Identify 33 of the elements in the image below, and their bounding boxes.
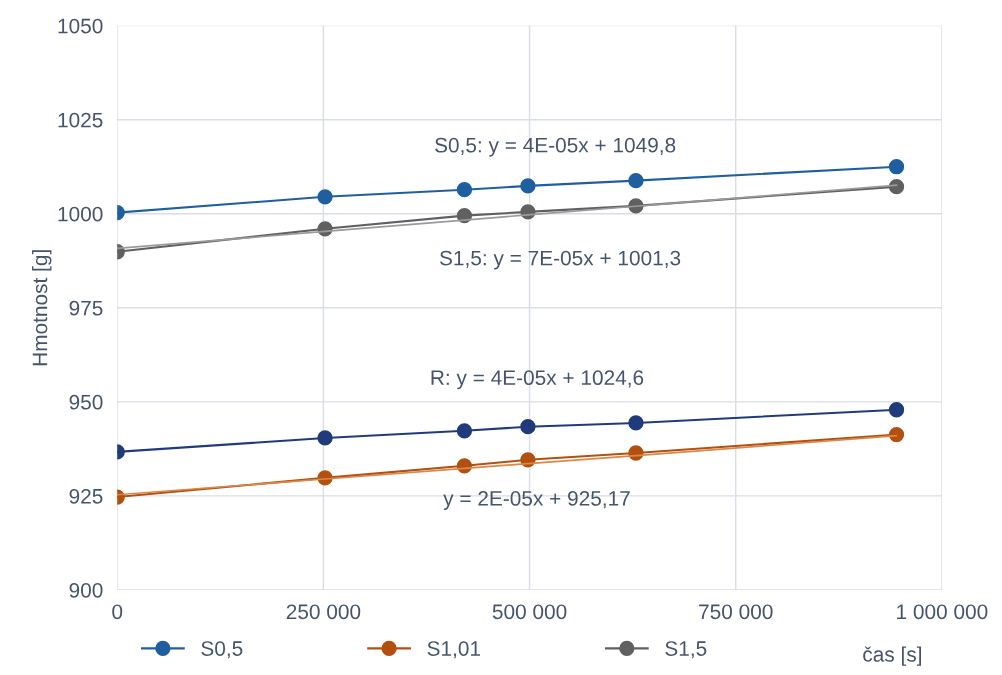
y-tick-label: 1000 xyxy=(58,206,103,222)
annotation: S1,5: y = 7E-05x + 1001,3 xyxy=(439,250,681,270)
y-axis-title: Hmotnost [g] xyxy=(32,250,52,366)
x-tick-label: 0 xyxy=(112,604,123,620)
point xyxy=(520,419,536,435)
point xyxy=(456,423,473,439)
y-tick-label: 1050 xyxy=(58,18,103,34)
point xyxy=(317,189,333,205)
y-tick-label: 975 xyxy=(69,300,103,316)
point xyxy=(456,182,473,198)
y-tick-label: 925 xyxy=(69,488,103,504)
x-tick-label: 1 000 000 xyxy=(897,604,988,620)
annotation: R: y = 4E-05x + 1024,6 xyxy=(431,370,644,390)
point xyxy=(317,430,333,446)
point xyxy=(888,426,905,443)
y-tick-label: 950 xyxy=(69,394,103,410)
y-tick-label: 900 xyxy=(69,582,103,598)
point xyxy=(520,178,536,194)
legend-label: S1,5 xyxy=(665,641,707,659)
annotation: S0,5: y = 4E-05x + 1049,8 xyxy=(435,137,676,157)
point xyxy=(888,402,905,418)
y-tick-label: 1025 xyxy=(58,112,103,128)
legend-label: S0,5 xyxy=(201,641,243,659)
annotation: y = 2E-05x + 925,17 xyxy=(443,491,630,510)
x-axis-title: čas [s] xyxy=(863,646,922,666)
point xyxy=(888,159,905,175)
x-tick-label: 500 000 xyxy=(492,604,567,620)
legend-label: S1,01 xyxy=(427,641,481,659)
x-tick-label: 250 000 xyxy=(286,604,361,620)
point xyxy=(628,415,644,431)
point xyxy=(888,179,905,195)
x-tick-label: 750 000 xyxy=(699,604,773,620)
point xyxy=(628,173,644,189)
